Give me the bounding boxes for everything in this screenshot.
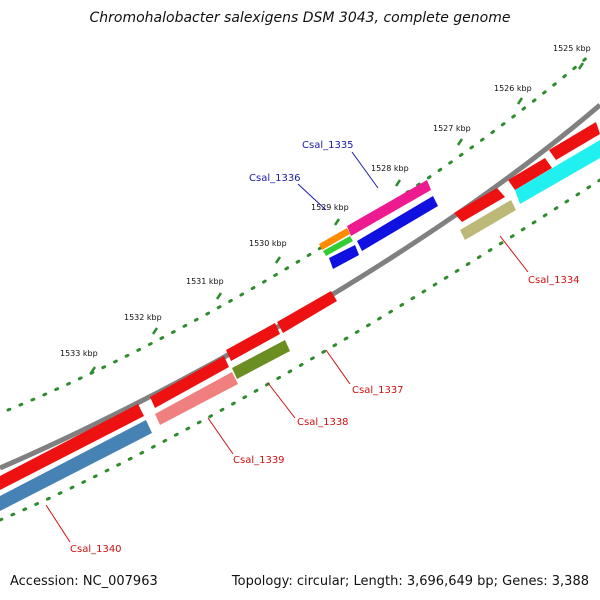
tick-scale: 1525 kbp 1526 kbp 1527 kbp 1528 kbp 1529 kbp… <box>6 44 592 412</box>
leader-csal-1339 <box>207 417 234 455</box>
gene-label-csal-1334[interactable]: Csal_1334 <box>528 275 580 286</box>
tick-label: 1533 kbp <box>60 349 98 358</box>
tick-mark <box>577 62 585 70</box>
tick-mark <box>333 218 341 226</box>
gene-label-csal-1338[interactable]: Csal_1338 <box>297 417 349 428</box>
leader-csal-1334 <box>499 235 529 273</box>
gene-label-csal-1339[interactable]: Csal_1339 <box>233 455 285 466</box>
gene-red-mid-2[interactable] <box>226 323 280 361</box>
tick-label: 1527 kbp <box>433 124 471 133</box>
gene-red-mid-3[interactable] <box>150 356 229 408</box>
tick-mark <box>516 97 524 105</box>
tick-label: 1531 kbp <box>186 277 224 286</box>
accession-text: Accession: NC_007963 <box>10 574 158 589</box>
gene-red-top-2[interactable] <box>508 158 552 190</box>
gene-orange[interactable] <box>319 228 350 250</box>
genome-backbone <box>0 103 600 471</box>
gene-red-mid-1[interactable] <box>277 291 337 333</box>
gene-csal-1340[interactable] <box>0 420 152 511</box>
gene-csal-1335[interactable] <box>347 180 431 236</box>
gene-csal-1339[interactable] <box>155 372 238 425</box>
leader-csal-1336 <box>297 183 327 211</box>
leader-csal-1335 <box>351 151 379 189</box>
gene-green[interactable] <box>323 236 353 256</box>
tick-label: 1532 kbp <box>124 313 162 322</box>
gene-csal-1334[interactable] <box>460 200 516 240</box>
leader-csal-1338 <box>267 382 296 419</box>
gene-blue-2[interactable] <box>329 245 359 269</box>
reverse-strand-genes <box>0 140 600 511</box>
gene-labels: Csal_1335 Csal_1336 Csal_1334 Csal_1337 Csal… <box>70 140 580 555</box>
tick-mark <box>274 256 282 264</box>
tick-label: 1530 kbp <box>249 239 287 248</box>
gene-label-csal-1340[interactable]: Csal_1340 <box>70 544 122 555</box>
genome-summary-text: Topology: circular; Length: 3,696,649 bp… <box>231 574 589 589</box>
forward-strand-genes <box>0 122 600 490</box>
gene-red-top-3[interactable] <box>549 122 600 160</box>
tick-mark <box>215 292 223 300</box>
tick-scale-dots <box>6 53 592 412</box>
gene-label-csal-1336[interactable]: Csal_1336 <box>249 173 301 184</box>
tick-mark <box>456 138 464 146</box>
gene-label-csal-1335[interactable]: Csal_1335 <box>302 140 354 151</box>
gene-red-top-1[interactable] <box>454 188 505 222</box>
tick-mark <box>394 179 402 187</box>
gene-red-low[interactable] <box>0 404 144 490</box>
gene-csal-1338[interactable] <box>232 340 290 379</box>
tick-label: 1525 kbp <box>553 44 591 53</box>
tick-mark <box>89 366 97 374</box>
leader-lines <box>45 151 529 543</box>
tick-label: 1526 kbp <box>494 84 532 93</box>
tick-mark <box>151 327 159 335</box>
leader-csal-1340 <box>45 504 71 543</box>
map-title: Chromohalobacter salexigens DSM 3043, co… <box>89 10 511 26</box>
leader-csal-1337 <box>325 349 351 385</box>
gene-label-csal-1337[interactable]: Csal_1337 <box>352 385 404 396</box>
gene-blue-1[interactable] <box>357 196 438 251</box>
tick-label: 1529 kbp <box>311 203 349 212</box>
inner-tick-scale-dots <box>0 178 600 522</box>
gene-cyan[interactable] <box>515 140 600 204</box>
tick-label: 1528 kbp <box>371 164 409 173</box>
